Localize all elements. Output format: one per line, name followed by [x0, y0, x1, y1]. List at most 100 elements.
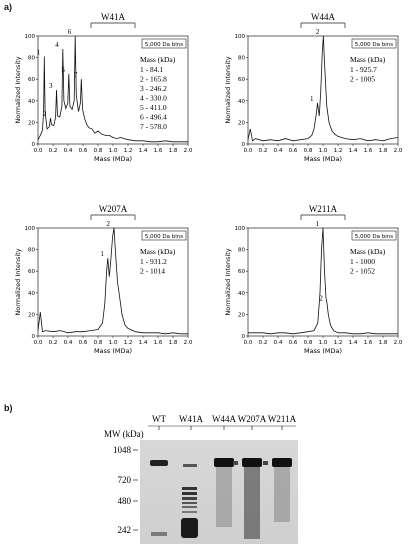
x-axis-label: Mass (MDa)	[304, 347, 342, 355]
x-tick-label: 1.4	[139, 148, 148, 154]
y-tick-label: 0	[32, 142, 36, 148]
gel-lane-w41a	[181, 464, 198, 538]
x-tick-label: 1.4	[349, 340, 358, 346]
x-tick-label: 1.8	[379, 340, 388, 346]
y-tick-label: 20	[28, 120, 35, 126]
x-tick-label: 1.0	[319, 340, 328, 346]
peak-label: 2	[316, 28, 320, 36]
bins-label: 5,000 Da bins	[145, 234, 183, 240]
y-tick-label: 100	[235, 34, 246, 40]
x-tick-label: 2.0	[394, 340, 403, 346]
gel-lane-label-wt: WT	[152, 414, 166, 424]
y-tick-label: 60	[238, 77, 245, 83]
y-tick-label: 40	[238, 99, 245, 105]
plot-frame	[37, 227, 189, 337]
x-tick-label: 0.0	[244, 148, 253, 154]
peak-label: 6	[68, 28, 72, 36]
x-axis-label: Mass (MDa)	[304, 155, 342, 163]
y-tick-label: 60	[238, 269, 245, 275]
peak-label: 2	[319, 295, 323, 303]
y-tick-label: 80	[28, 56, 35, 62]
x-tick-label: 1.6	[364, 148, 373, 154]
gel-mw-label: MW (kDa)	[104, 429, 144, 439]
x-tick-label: 1.2	[124, 148, 133, 154]
y-tick-label: 20	[238, 120, 245, 126]
gel-image: MW (kDa) WT W41A W44A W207A W211A 1048 7…	[104, 414, 298, 544]
mass-table-row: 2 - 1052	[350, 267, 375, 276]
x-tick-label: 2.0	[394, 148, 403, 154]
x-tick-label: 1.0	[109, 148, 118, 154]
x-tick-label: 0.4	[274, 148, 283, 154]
spectrum-w207a: W207A 0 20 40 60 80 100 0.0 0.2 0.4 0.6 0.8 1.0 1.2 1.…	[14, 204, 193, 355]
gel-marker-720: 720	[118, 475, 132, 485]
y-tick-label: 0	[32, 334, 36, 340]
x-tick-label: 1.0	[319, 148, 328, 154]
mass-table-row: 2 - 1005	[350, 75, 375, 84]
y-tick-label: 100	[235, 226, 246, 232]
gel-markers: 1048 720 480 242	[113, 445, 138, 535]
y-tick-label: 60	[28, 269, 35, 275]
x-tick-label: 1.8	[169, 340, 178, 346]
x-axis-label: Mass (MDa)	[94, 347, 132, 355]
chart-title-w211a: W211A	[300, 204, 346, 220]
gel-marker-1048: 1048	[113, 445, 132, 455]
plot-frame	[247, 35, 399, 145]
spectrum-w41a: W41A 0 20 40 60 80 100 0.0 0.2 0.4 0.6 0.8 1.0 1.2 1.4…	[14, 12, 193, 163]
peak-label: 1	[316, 220, 320, 228]
x-tick-label: 0.4	[64, 148, 73, 154]
x-tick-label: 0.8	[304, 340, 313, 346]
x-tick-label: 0.8	[304, 148, 313, 154]
x-tick-label: 1.6	[154, 148, 163, 154]
gel-lane-wt	[150, 460, 168, 536]
x-tick-label: 0.0	[34, 148, 43, 154]
plot-frame	[247, 227, 399, 337]
x-tick-label: 0.2	[49, 340, 58, 346]
gel-lane-w207a	[233, 458, 262, 539]
mass-table-row: 1 - 1000	[350, 257, 375, 266]
x-tick-label: 0.6	[289, 148, 298, 154]
y-axis-label: Normalized Intensity	[14, 56, 22, 123]
spectrum-line	[247, 35, 399, 142]
gel-lane-w44a	[214, 458, 234, 527]
gel-lane-label-w41a: W41A	[179, 414, 203, 424]
y-tick-label: 80	[238, 248, 245, 254]
x-tick-label: 0.2	[259, 340, 268, 346]
spectrum-line	[37, 35, 188, 143]
x-tick-label: 1.4	[349, 148, 358, 154]
y-tick-label: 40	[238, 291, 245, 297]
x-tick-label: 0.6	[79, 148, 88, 154]
mass-table-row: 3 - 246.2	[140, 84, 167, 93]
panel-a-label: a)	[4, 2, 13, 12]
mass-table-row: 1 - 931.2	[140, 257, 167, 266]
x-tick-label: 1.0	[109, 340, 118, 346]
bins-label: 5,000 Da bins	[145, 42, 183, 48]
y-tick-label: 80	[28, 248, 35, 254]
y-tick-label: 0	[242, 334, 246, 340]
x-tick-label: 1.2	[124, 340, 133, 346]
y-axis-label: Normalized Intensity	[224, 248, 232, 315]
chart-title-text: W44A	[311, 12, 335, 22]
gel-lane-labels: WT W41A W44A W207A W211A	[148, 414, 297, 430]
chart-title-text: W207A	[99, 204, 128, 214]
chart-title-w41a: W41A	[90, 12, 136, 28]
mass-table-row: 5 - 411.0	[140, 103, 167, 112]
x-tick-label: 0.6	[79, 340, 88, 346]
y-tick-label: 100	[25, 34, 36, 40]
y-axis-label: Normalized Intensity	[14, 248, 22, 315]
y-tick-label: 80	[238, 56, 245, 62]
peak-label: 1	[37, 49, 41, 57]
bins-box: 5,000 Da bins	[141, 230, 187, 241]
mass-table-header: Mass (kDa)	[140, 55, 176, 64]
x-tick-label: 0.8	[94, 340, 103, 346]
x-tick-label: 0.2	[259, 148, 268, 154]
chart-title-w207a: W207A	[90, 204, 136, 220]
bins-box: 5,000 Da bins	[351, 230, 397, 241]
peak-label: 7	[74, 71, 78, 79]
x-tick-label: 1.2	[334, 148, 343, 154]
peak-label: 1	[100, 250, 104, 258]
y-tick-label: 0	[242, 142, 246, 148]
gel-lane-label-w44a: W44A	[212, 414, 236, 424]
spectrum-w211a: W211A 0 20 40 60 80 100 0.0 0.2 0.4 0.6 0.8 1.0 1.2 1.…	[224, 204, 403, 355]
y-tick-label: 60	[28, 77, 35, 83]
spectrum-line	[248, 227, 398, 335]
